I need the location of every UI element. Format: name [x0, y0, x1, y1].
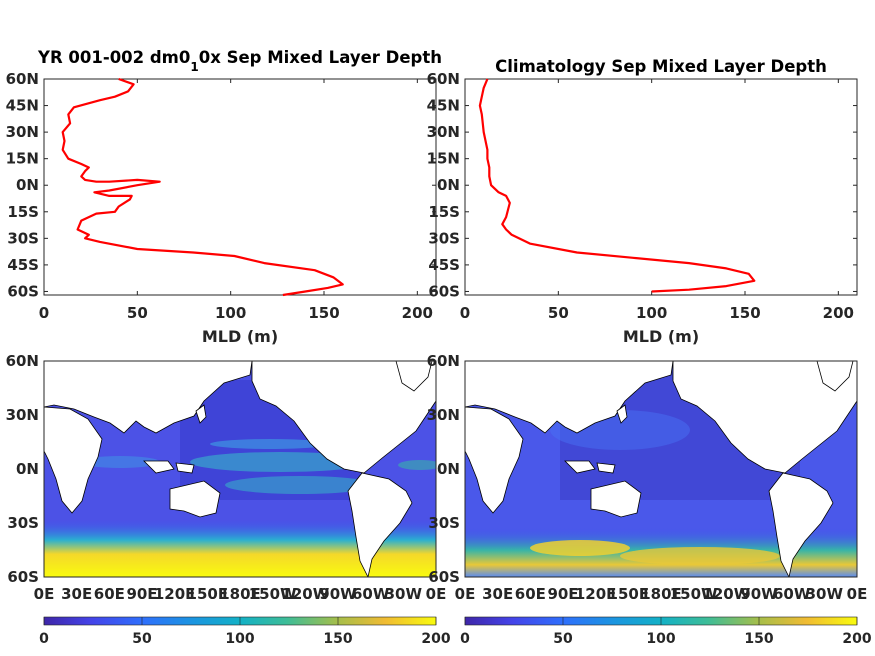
model-mld-line [61, 77, 344, 297]
lat-tick-label: 30S [7, 514, 39, 532]
lon-tick-label: 120E [575, 585, 617, 603]
ytick-label: 15S [7, 203, 39, 221]
xtick-label: 100 [215, 304, 246, 322]
xtick-label: 200 [402, 304, 433, 322]
climatology-profile-xlabel: MLD (m) [623, 327, 699, 346]
mld-profile-climatology-panel: Climatology Sep Mixed Layer Depth 60S 45S… [427, 57, 858, 346]
xtick-label: 150 [729, 304, 760, 322]
colorbar-tick-label: 100 [646, 631, 675, 647]
lon-tick-label: 150W [249, 585, 297, 603]
lon-tick-label: 60E [515, 585, 546, 603]
lon-tick-label: 90W [319, 585, 357, 603]
ytick-label: 30N [427, 123, 460, 141]
lon-tick-label: 30W [806, 585, 844, 603]
ytick-label: 15S [428, 203, 460, 221]
lat-tick-label: 0N [437, 460, 460, 478]
ytick-label: 30S [428, 229, 460, 247]
xtick-label: 50 [127, 304, 148, 322]
xtick-label: 0 [39, 304, 49, 322]
xtick-label: 150 [308, 304, 339, 322]
ytick-label: 45N [427, 97, 460, 115]
lon-tick-label: 90W [740, 585, 778, 603]
lat-tick-label: 0N [16, 460, 39, 478]
ytick-label: 45N [6, 97, 39, 115]
lon-tick-label: 30E [61, 585, 92, 603]
xtick-label: 200 [823, 304, 854, 322]
climatology-map-axes [464, 360, 858, 578]
lon-tick-label: 90E [126, 585, 157, 603]
lon-tick-label: 30E [482, 585, 513, 603]
ytick-label: 30N [6, 123, 39, 141]
colorbar-tick-label: 150 [323, 631, 352, 647]
xtick-label: 100 [636, 304, 667, 322]
ytick-label: 60N [6, 70, 39, 88]
lon-tick-label: 120W [281, 585, 329, 603]
lat-tick-label: 60N [6, 352, 39, 370]
ytick-label: 30S [7, 229, 39, 247]
colorbar-tick-label: 150 [744, 631, 773, 647]
colorbar-tick-label: 0 [39, 631, 49, 647]
lon-tick-label: 0E [455, 585, 476, 603]
lon-tick-label: 150W [670, 585, 718, 603]
lon-tick-label: 0E [34, 585, 55, 603]
colorbar-tick-label: 50 [553, 631, 573, 647]
ytick-label: 60S [7, 282, 39, 300]
ytick-label: 45S [7, 256, 39, 274]
lon-tick-label: 120W [702, 585, 750, 603]
colorbar-tick-label: 0 [460, 631, 470, 647]
mld-profile-model-panel: YR 001-002 dm010x Sep Mixed Layer Depth … [6, 48, 442, 346]
model-profile-axes [43, 78, 437, 296]
lon-tick-label: 150E [608, 585, 650, 603]
ytick-label: 0N [16, 176, 39, 194]
model-profile-xlabel: MLD (m) [202, 327, 278, 346]
lon-tick-label: 0E [847, 585, 868, 603]
model-map-axes [43, 360, 437, 578]
model-profile-title: YR 001-002 dm010x Sep Mixed Layer Depth [37, 48, 442, 74]
lon-tick-label: 60E [94, 585, 125, 603]
ytick-label: 60S [428, 282, 460, 300]
ytick-label: 0N [437, 176, 460, 194]
lon-tick-label: 180E [219, 585, 261, 603]
lon-tick-label: 120E [154, 585, 196, 603]
lon-tick-label: 150E [187, 585, 229, 603]
climatology-profile-axes [464, 78, 858, 296]
climatology-profile-title: Climatology Sep Mixed Layer Depth [495, 57, 827, 76]
lon-tick-label: 90E [547, 585, 578, 603]
lon-tick-label: 60W [773, 585, 811, 603]
lon-tick-label: 0E [426, 585, 447, 603]
lon-tick-label: 180E [640, 585, 682, 603]
colorbar-tick-label: 50 [132, 631, 152, 647]
colorbar-tick-label: 200 [842, 631, 871, 647]
ytick-label: 15N [6, 150, 39, 168]
lon-tick-label: 30W [385, 585, 423, 603]
lat-tick-label: 60S [7, 568, 39, 586]
ytick-label: 45S [428, 256, 460, 274]
ytick-label: 15N [427, 150, 460, 168]
climatology-mld-line [478, 78, 756, 293]
ytick-label: 60N [427, 70, 460, 88]
colorbar-tick-label: 200 [421, 631, 450, 647]
lat-tick-label: 60S [428, 568, 460, 586]
lat-tick-label: 30N [6, 406, 39, 424]
colorbar-tick-label: 100 [225, 631, 254, 647]
lat-tick-label: 30N [427, 406, 460, 424]
xtick-label: 50 [548, 304, 569, 322]
xtick-label: 0 [460, 304, 470, 322]
lat-tick-label: 30S [428, 514, 460, 532]
lon-tick-label: 60W [352, 585, 390, 603]
lat-tick-label: 60N [427, 352, 460, 370]
